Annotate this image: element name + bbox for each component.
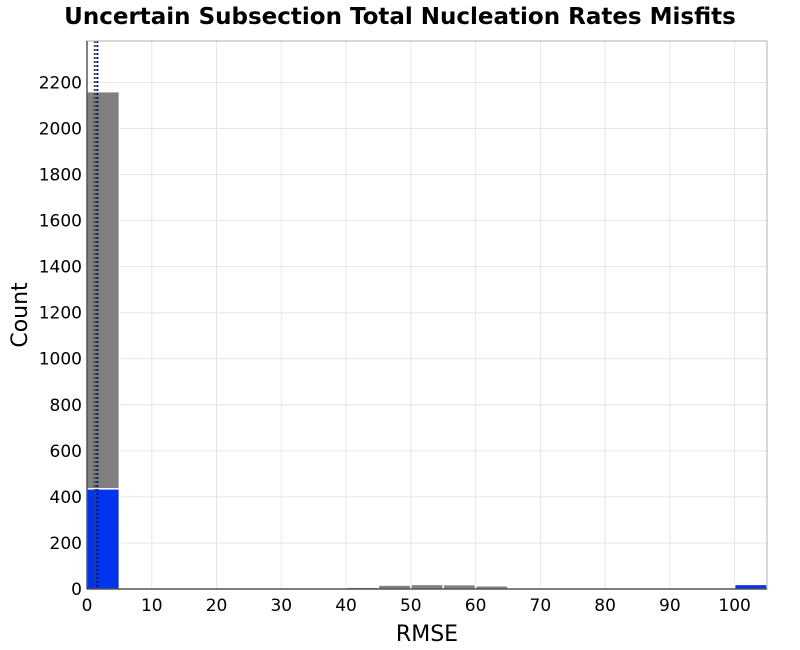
x-tick-label: 90 [659, 596, 681, 616]
y-tick-label: 2200 [39, 73, 82, 93]
y-tick-label: 400 [50, 488, 82, 508]
plot-frame [86, 40, 768, 590]
x-tick-label: 10 [141, 596, 163, 616]
y-tick-label: 600 [50, 442, 82, 462]
x-tick-label: 50 [400, 596, 422, 616]
x-tick-label: 40 [335, 596, 357, 616]
x-tick-label: 0 [82, 596, 93, 616]
y-tick-label: 1000 [39, 350, 82, 370]
y-tick-label: 1400 [39, 258, 82, 278]
x-tick-label: 20 [206, 596, 228, 616]
y-tick-label: 1800 [39, 166, 82, 186]
x-tick-label: 60 [465, 596, 487, 616]
histogram-bar-gray [377, 584, 412, 590]
y-tick-labels: 0 200 400 600 800 1000 1200 1400 1600 1800 2000 220… [39, 73, 82, 600]
histogram-bar-gray [442, 583, 477, 590]
histogram-bar-blue [733, 583, 768, 590]
y-tick-label: 1200 [39, 304, 82, 324]
y-axis-title: Count [8, 282, 33, 348]
chart-title: Uncertain Subsection Total Nucleation Ra… [64, 4, 736, 30]
bar-layer [86, 90, 768, 590]
x-axis-title: RMSE [396, 622, 458, 647]
reference-line-layer [93, 41, 99, 589]
histogram-bar-gray [410, 583, 444, 590]
x-tick-label: 70 [530, 596, 552, 616]
y-tick-label: 0 [71, 580, 82, 600]
y-tick-label: 1600 [39, 212, 82, 232]
y-tick-label: 200 [50, 534, 82, 554]
histogram-bar-blue [86, 488, 121, 590]
x-tick-label: 80 [594, 596, 616, 616]
y-tick-label: 800 [50, 396, 82, 416]
x-tick-label: 30 [270, 596, 292, 616]
x-tick-labels: 0 10 20 30 40 50 60 70 80 90 100 [82, 596, 751, 616]
y-tick-label: 2000 [39, 119, 82, 139]
x-tick-label: 100 [718, 596, 750, 616]
grid-layer [87, 41, 767, 589]
